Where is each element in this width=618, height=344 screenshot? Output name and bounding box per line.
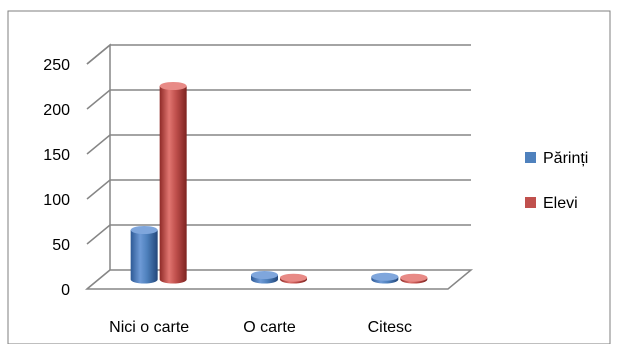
gridline [86, 224, 471, 245]
bar [130, 230, 158, 284]
legend-swatch [525, 197, 536, 208]
legend: Părinți Elevi [525, 150, 588, 212]
gridlines [86, 44, 471, 245]
legend-label: Elevi [543, 195, 578, 212]
bar [159, 86, 187, 284]
gridline [86, 44, 471, 65]
bar-top [400, 273, 428, 282]
x-axis-ticks: Nici o carte O carte Citesc [109, 319, 412, 336]
bar-top [280, 273, 307, 282]
y-tick-label: 0 [61, 282, 70, 299]
gridline [86, 179, 471, 200]
y-axis-ticks: 0 50 100 150 200 250 [43, 57, 70, 299]
legend-label: Părinți [543, 150, 588, 167]
x-tick-label: O carte [243, 319, 296, 336]
y-tick-label: 250 [43, 57, 70, 74]
x-tick-label: Citesc [368, 319, 412, 336]
chart-border [7, 10, 611, 344]
bar-top [251, 271, 278, 279]
bar-top [371, 272, 399, 281]
y-tick-label: 50 [52, 237, 70, 254]
x-tick-label: Nici o carte [109, 319, 189, 336]
gridline [86, 134, 471, 155]
bars [130, 82, 428, 284]
y-tick-label: 200 [43, 102, 70, 119]
y-tick-label: 100 [43, 192, 70, 209]
legend-swatch [525, 152, 536, 163]
y-tick-label: 150 [43, 147, 70, 164]
bar-top [130, 226, 158, 234]
gridline [86, 89, 471, 110]
bar-top [159, 82, 187, 90]
